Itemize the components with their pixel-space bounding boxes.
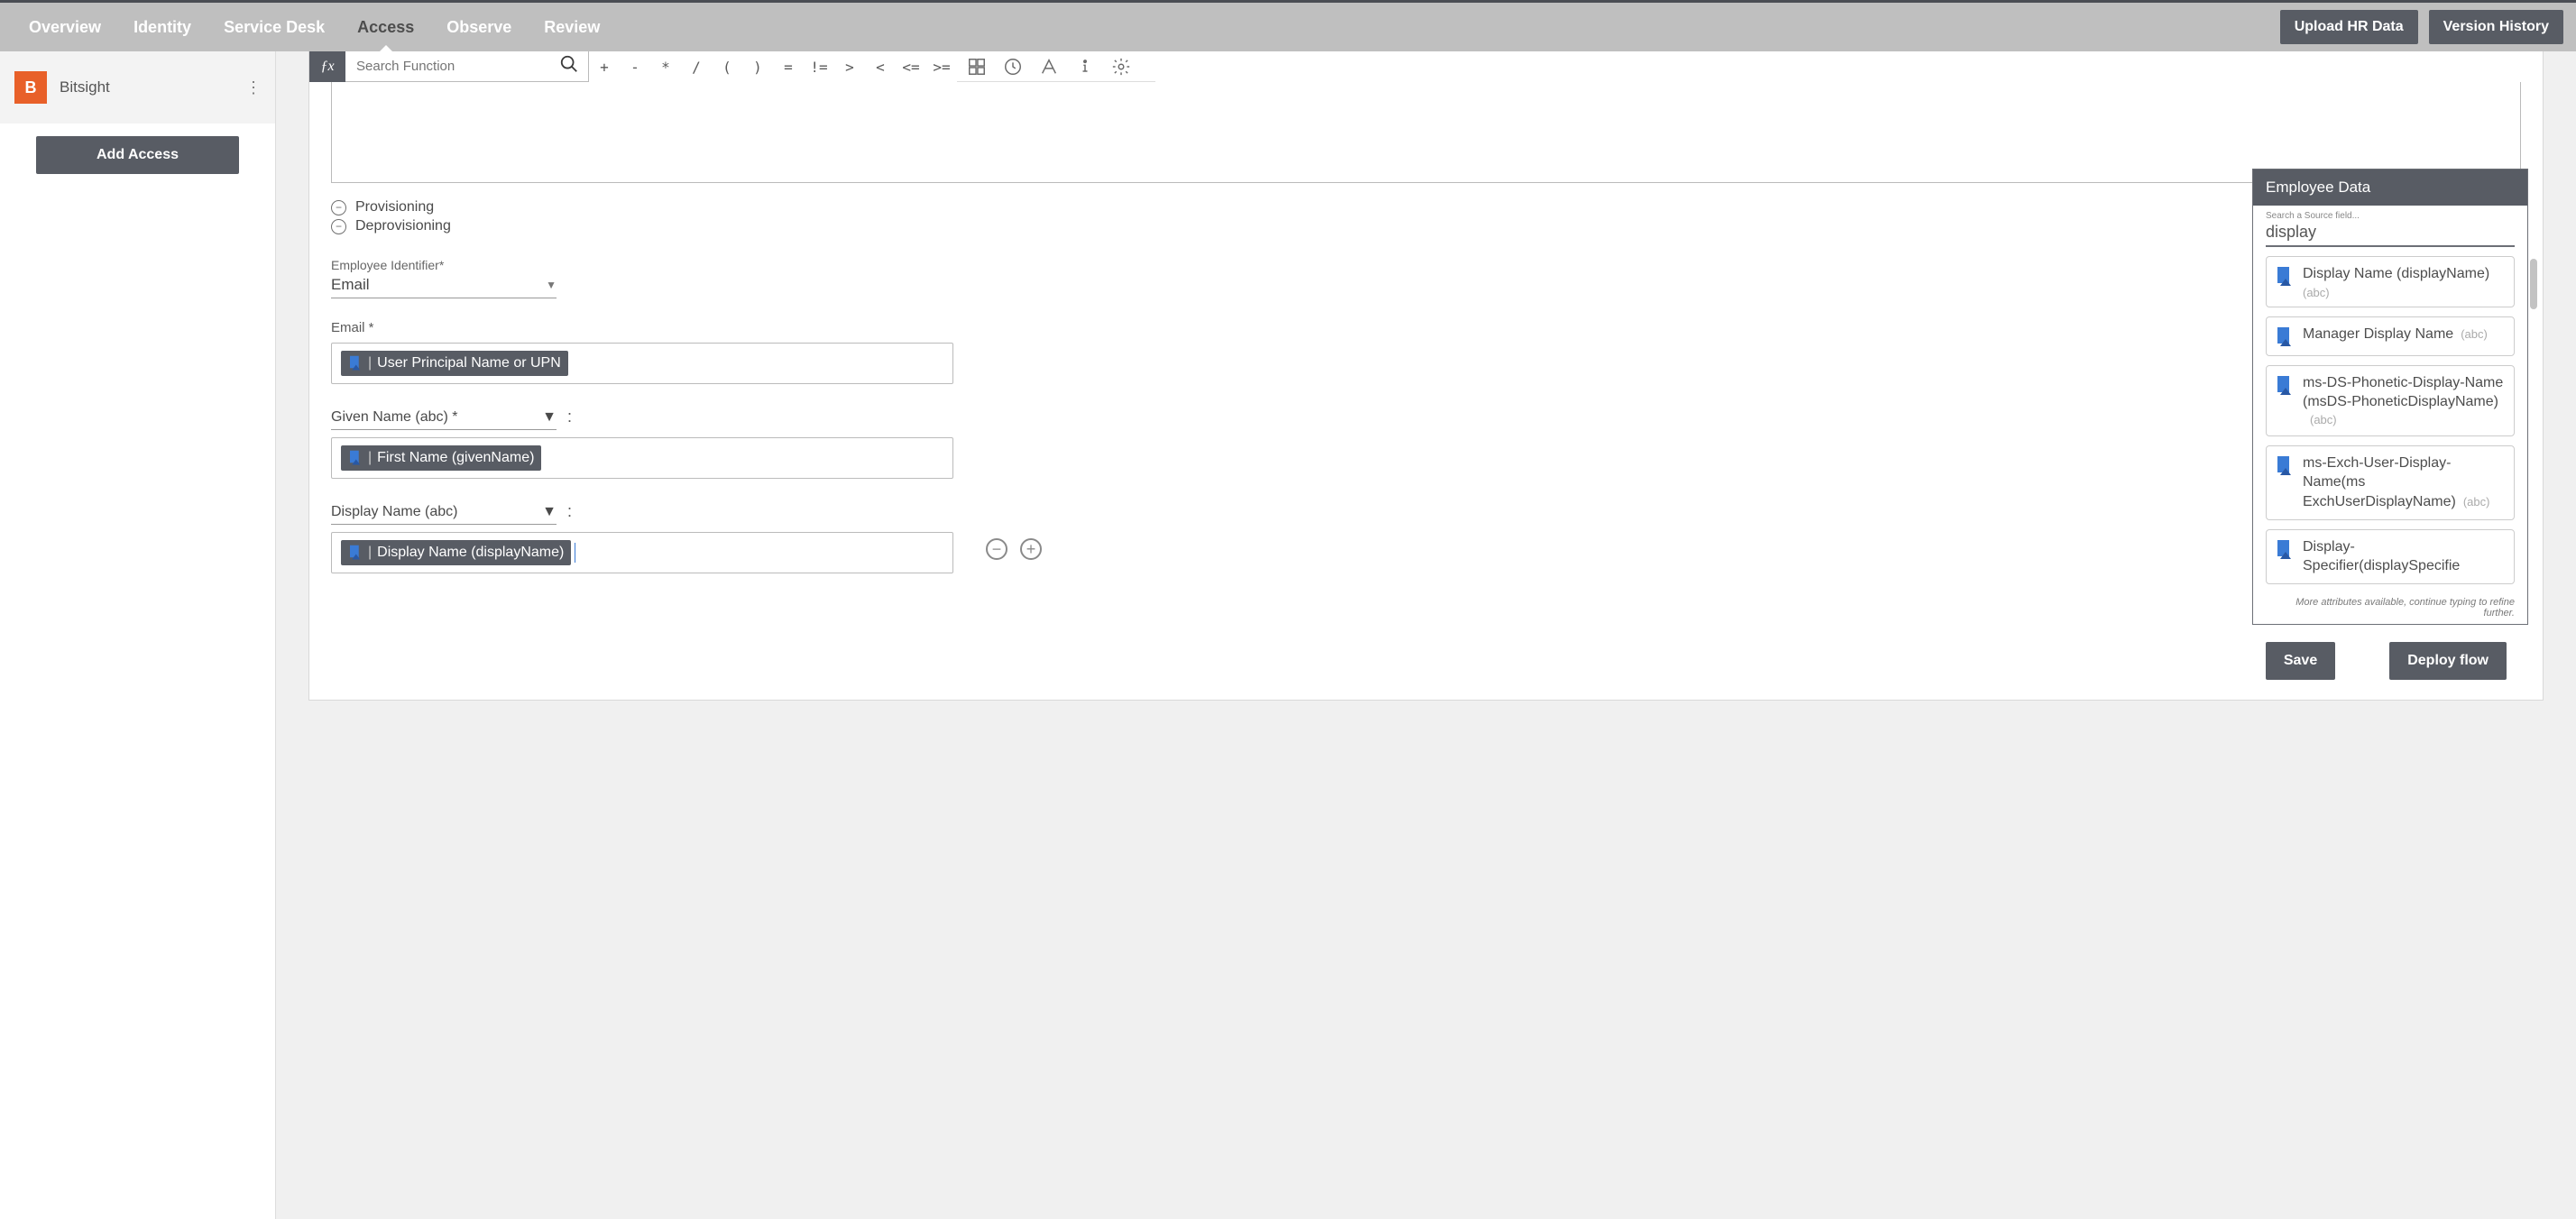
- operator-button[interactable]: >=: [926, 51, 957, 82]
- employee-data-item[interactable]: ms-DS-Phonetic-Display-Name (msDS-Phonet…: [2266, 365, 2515, 436]
- kebab-menu-icon[interactable]: ⋮: [245, 78, 261, 97]
- chevron-down-icon: ▼: [542, 409, 557, 426]
- remove-row-button[interactable]: −: [986, 538, 1007, 560]
- nav-tab-service-desk[interactable]: Service Desk: [207, 3, 341, 51]
- mapping-field[interactable]: |User Principal Name or UPN: [331, 343, 953, 384]
- collapse-icon: −: [331, 200, 346, 215]
- colon: :: [564, 502, 572, 525]
- source-chip[interactable]: |User Principal Name or UPN: [341, 351, 568, 376]
- upload-hr-data-button[interactable]: Upload HR Data: [2280, 10, 2418, 44]
- chip-label: Display Name (displayName): [377, 545, 564, 561]
- source-chip[interactable]: |Display Name (displayName): [341, 540, 571, 565]
- function-search-input[interactable]: [345, 59, 556, 74]
- item-type: (abc): [2310, 413, 2337, 426]
- add-access-button[interactable]: Add Access: [36, 136, 239, 174]
- item-type: (abc): [2303, 286, 2505, 299]
- item-title: Manager Display Name: [2303, 326, 2453, 342]
- app-name: Bitsight: [60, 78, 110, 96]
- clock-icon[interactable]: [1002, 56, 1024, 78]
- top-nav: OverviewIdentityService DeskAccessObserv…: [0, 3, 2576, 51]
- fx-icon: ƒx: [309, 51, 345, 82]
- item-title: Display-Specifier(displaySpecifie: [2303, 539, 2460, 574]
- operator-button[interactable]: (: [712, 51, 742, 82]
- chevron-down-icon: ▼: [546, 279, 557, 291]
- grid-icon[interactable]: [966, 56, 988, 78]
- employee-data-panel: Employee Data Search a Source field... D…: [2252, 169, 2528, 625]
- nav-tab-access[interactable]: Access: [341, 3, 430, 51]
- employee-identifier-label: Employee Identifier*: [331, 258, 2521, 272]
- text-icon[interactable]: [1038, 56, 1060, 78]
- document-icon: [2276, 539, 2294, 561]
- chevron-down-icon: ▼: [542, 504, 557, 520]
- collapse-icon: −: [331, 219, 346, 234]
- attribute-select-label: Display Name (abc): [331, 504, 457, 520]
- employee-data-item[interactable]: ms-Exch-User-Display-Name(ms ExchUserDis…: [2266, 445, 2515, 520]
- item-type: (abc): [2461, 327, 2488, 341]
- add-row-button[interactable]: +: [1020, 538, 1042, 560]
- item-title: ms-DS-Phonetic-Display-Name (msDS-Phonet…: [2303, 375, 2503, 410]
- operator-button[interactable]: ): [742, 51, 773, 82]
- chip-label: User Principal Name or UPN: [377, 355, 561, 371]
- operator-button[interactable]: !=: [804, 51, 834, 82]
- operator-button[interactable]: -: [620, 51, 650, 82]
- source-chip[interactable]: |First Name (givenName): [341, 445, 541, 471]
- expand-row-label: Deprovisioning: [355, 218, 451, 234]
- chip-label: First Name (givenName): [377, 450, 534, 466]
- formula-editor[interactable]: [331, 82, 2521, 183]
- employee-data-title: Employee Data: [2253, 170, 2527, 206]
- deploy-flow-button[interactable]: Deploy flow: [2389, 642, 2507, 680]
- mapping-field[interactable]: |Display Name (displayName): [331, 532, 953, 573]
- attribute-select[interactable]: Given Name (abc) * ▼: [331, 408, 557, 430]
- expand-row-provisioning[interactable]: −Provisioning: [331, 199, 2521, 215]
- main-area: ƒx +-*/()=!=><<=>=: [276, 51, 2576, 1219]
- sidebar: B Bitsight ⋮ Add Access: [0, 51, 276, 1219]
- document-icon: [2276, 375, 2294, 397]
- info-icon[interactable]: [1074, 56, 1096, 78]
- field-label: Email *: [331, 320, 2521, 335]
- save-button[interactable]: Save: [2266, 642, 2335, 680]
- nav-tab-identity[interactable]: Identity: [117, 3, 207, 51]
- employee-identifier-value: Email: [331, 276, 370, 294]
- emp-search-label: Search a Source field...: [2253, 206, 2527, 221]
- item-title: Display Name (displayName): [2303, 266, 2489, 281]
- mapping-field[interactable]: |First Name (givenName): [331, 437, 953, 479]
- scrollbar-thumb[interactable]: [2530, 259, 2537, 309]
- employee-data-item[interactable]: Display Name (displayName) (abc): [2266, 256, 2515, 307]
- expand-row-label: Provisioning: [355, 199, 434, 215]
- nav-tab-observe[interactable]: Observe: [430, 3, 528, 51]
- employee-data-item[interactable]: Manager Display Name (abc): [2266, 316, 2515, 356]
- attribute-select-label: Given Name (abc) *: [331, 409, 458, 426]
- operator-button[interactable]: >: [834, 51, 865, 82]
- nav-tab-review[interactable]: Review: [528, 3, 616, 51]
- operator-button[interactable]: <=: [896, 51, 926, 82]
- operator-button[interactable]: *: [650, 51, 681, 82]
- more-attributes-hint: More attributes available, continue typi…: [2266, 593, 2515, 619]
- document-icon: [348, 355, 363, 371]
- expand-row-deprovisioning[interactable]: −Deprovisioning: [331, 218, 2521, 234]
- document-icon: [348, 545, 363, 561]
- formula-bar: ƒx +-*/()=!=><<=>=: [309, 51, 2543, 82]
- operator-button[interactable]: +: [589, 51, 620, 82]
- employee-data-item[interactable]: Display-Specifier(displaySpecifie: [2266, 529, 2515, 584]
- operator-button[interactable]: <: [865, 51, 896, 82]
- attribute-select[interactable]: Display Name (abc) ▼: [331, 502, 557, 525]
- document-icon: [2276, 326, 2294, 348]
- gear-icon[interactable]: [1110, 56, 1132, 78]
- operator-button[interactable]: /: [681, 51, 712, 82]
- document-icon: [348, 450, 363, 466]
- operator-button[interactable]: =: [773, 51, 804, 82]
- colon: :: [564, 408, 572, 430]
- employee-identifier-select[interactable]: Email ▼: [331, 274, 557, 298]
- employee-data-search-input[interactable]: [2266, 221, 2515, 245]
- item-type: (abc): [2463, 495, 2490, 509]
- nav-tab-overview[interactable]: Overview: [13, 3, 117, 51]
- search-icon[interactable]: [556, 54, 588, 79]
- version-history-button[interactable]: Version History: [2429, 10, 2563, 44]
- app-logo: B: [14, 71, 47, 104]
- document-icon: [2276, 455, 2294, 477]
- item-title: ms-Exch-User-Display-Name(ms ExchUserDis…: [2303, 455, 2456, 509]
- document-icon: [2276, 266, 2294, 288]
